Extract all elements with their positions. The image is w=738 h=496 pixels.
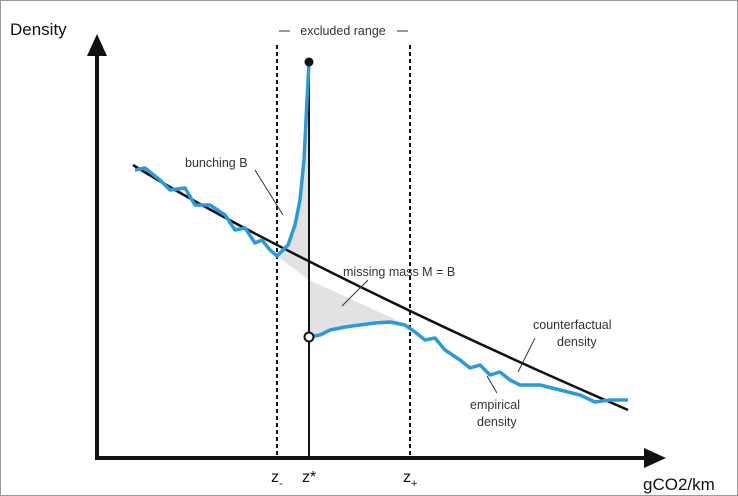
z-minus: z-: [271, 469, 283, 490]
empirical-curve-right: [308, 320, 628, 404]
bunching-area: [277, 62, 309, 280]
pointer: [517, 337, 536, 373]
x-arrow: [644, 448, 666, 468]
counterfactual-label: counterfactual: [533, 318, 612, 332]
open-dot: [303, 331, 315, 343]
counterfactual-curve: [132, 163, 629, 412]
excluded-range: excluded range: [300, 24, 386, 38]
empirical-curve-left: [134, 61, 311, 258]
pointer: [254, 169, 284, 216]
z-plus: z+: [403, 469, 417, 490]
empirical-label: density: [477, 415, 517, 429]
counterfactual-label: density: [557, 335, 597, 349]
y-label: Density: [10, 20, 67, 39]
bunching-label: bunching B: [185, 156, 248, 170]
pointer: [341, 279, 369, 307]
missing-mass-label: missing mass M = B: [343, 265, 455, 279]
y-arrow: [87, 34, 107, 56]
x-label: gCO2/km: [643, 475, 715, 494]
missing-mass-area: [309, 280, 405, 337]
empirical-label: empirical: [470, 398, 520, 412]
z-star: z*: [302, 469, 316, 486]
spike-dot: [304, 57, 314, 67]
pointer: [486, 375, 498, 394]
